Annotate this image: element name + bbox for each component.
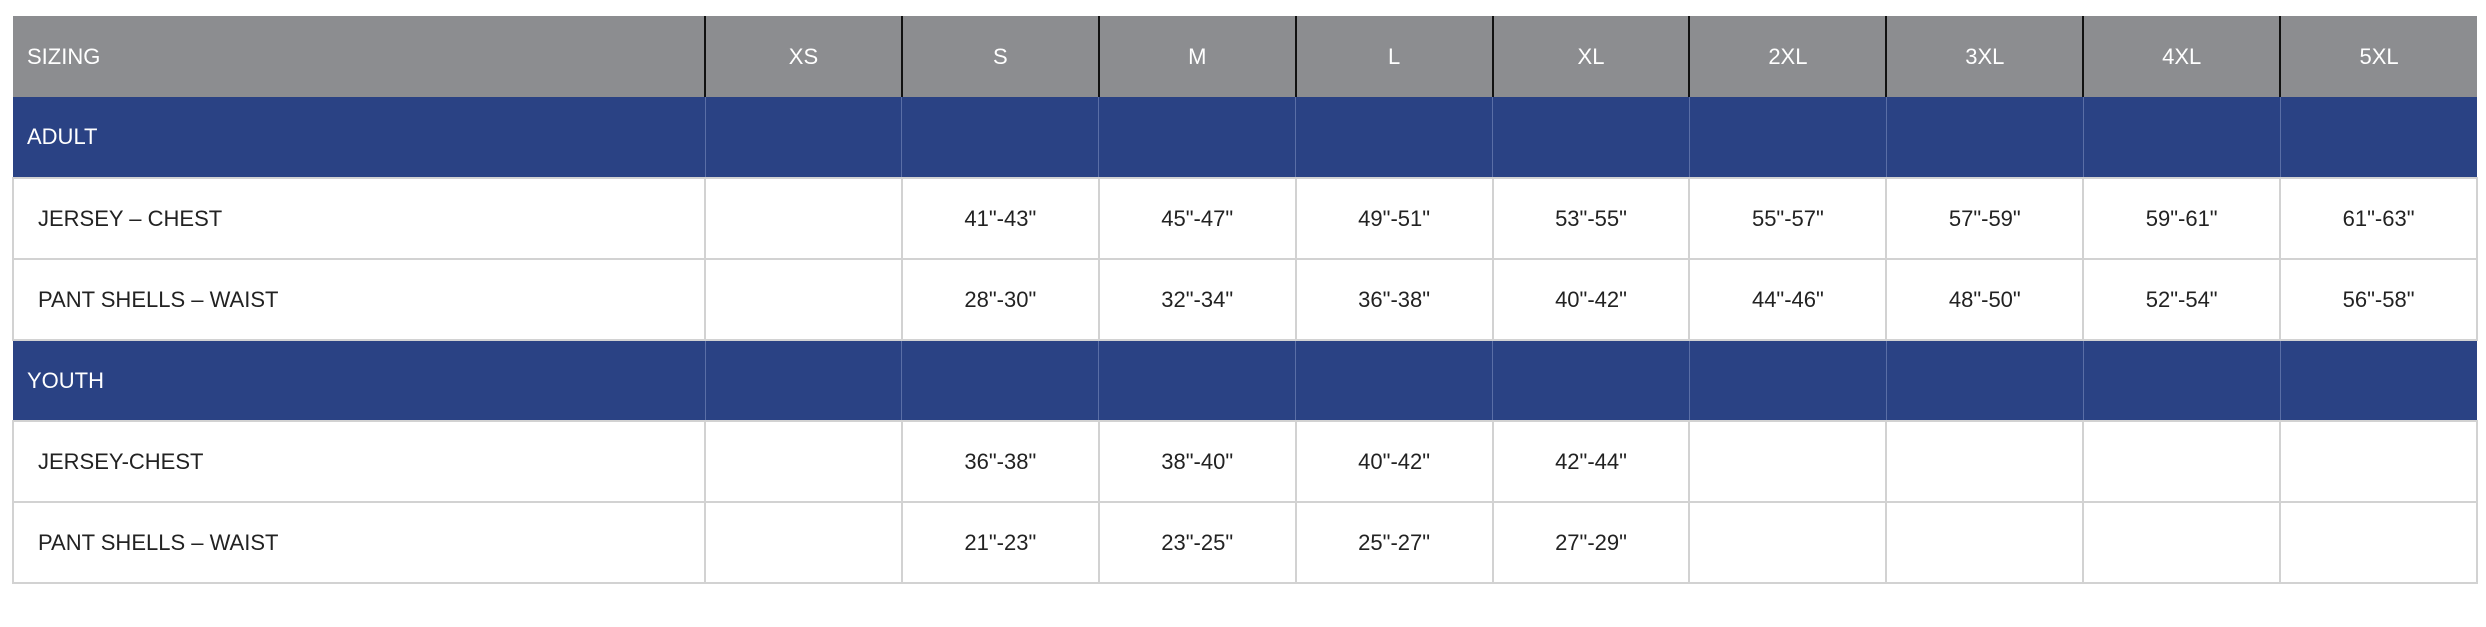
group-row: YOUTH — [13, 340, 2478, 422]
size-cell — [1688, 501, 1888, 584]
group-label: ADULT — [13, 97, 705, 179]
size-cell: 40"-42" — [1491, 258, 1691, 341]
size-cell — [704, 177, 903, 260]
size-cell: 36"-38" — [900, 420, 1100, 503]
group-cell — [2082, 97, 2281, 179]
table-row: JERSEY-CHEST 36"-38" 38"-40" 40"-42" 42"-44" — [12, 420, 2479, 503]
size-cell — [2082, 420, 2282, 503]
header-size: 5XL — [2279, 16, 2478, 97]
row-label: PANT SHELLS – WAIST — [12, 258, 706, 341]
size-cell: 21"-23" — [900, 501, 1100, 584]
size-cell: 61"-63" — [2279, 177, 2479, 260]
group-cell — [901, 97, 1099, 179]
size-cell: 42"-44" — [1491, 420, 1691, 503]
group-cell — [1688, 97, 1887, 179]
size-cell: 52"-54" — [2082, 258, 2282, 341]
group-cell — [1098, 97, 1296, 179]
size-cell: 36"-38" — [1294, 258, 1494, 341]
group-cell — [1885, 340, 2084, 422]
size-cell — [704, 501, 903, 584]
size-cell: 49"-51" — [1294, 177, 1494, 260]
header-size: L — [1294, 16, 1493, 97]
group-cell — [1098, 340, 1296, 422]
sizing-table: SIZING XS S M L XL 2XL 3XL 4XL 5XL ADULT JERSEY – … — [12, 16, 2479, 584]
header-size: 3XL — [1885, 16, 2084, 97]
header-size: 2XL — [1688, 16, 1887, 97]
size-cell — [1885, 420, 2085, 503]
table-row: PANT SHELLS – WAIST 21"-23" 23"-25" 25"-27"… — [12, 501, 2479, 584]
row-label: PANT SHELLS – WAIST — [12, 501, 706, 584]
table-row: JERSEY – CHEST 41"-43" 45"-47" 49"-51" 53"-5… — [12, 177, 2479, 260]
size-cell: 53"-55" — [1491, 177, 1691, 260]
group-cell — [1885, 97, 2084, 179]
size-cell: 59"-61" — [2082, 177, 2282, 260]
group-label: YOUTH — [13, 340, 705, 422]
size-cell: 25"-27" — [1294, 501, 1494, 584]
size-cell: 38"-40" — [1097, 420, 1297, 503]
group-cell — [1492, 340, 1690, 422]
size-cell — [2082, 501, 2282, 584]
row-label: JERSEY-CHEST — [12, 420, 706, 503]
size-cell — [1885, 501, 2085, 584]
group-cell — [1492, 97, 1690, 179]
size-cell: 48"-50" — [1885, 258, 2085, 341]
size-cell: 40"-42" — [1294, 420, 1494, 503]
size-cell — [1688, 420, 1888, 503]
group-row: ADULT — [13, 97, 2478, 179]
size-cell: 45"-47" — [1097, 177, 1297, 260]
header-size: 4XL — [2082, 16, 2281, 97]
group-cell — [2082, 340, 2281, 422]
table-row: PANT SHELLS – WAIST 28"-30" 32"-34" 36"-38"… — [12, 258, 2479, 341]
size-cell: 32"-34" — [1097, 258, 1297, 341]
header-size: S — [900, 16, 1099, 97]
group-cell — [1688, 340, 1887, 422]
group-cell — [704, 97, 902, 179]
group-cell — [901, 340, 1099, 422]
size-cell: 41"-43" — [900, 177, 1100, 260]
group-cell — [2279, 340, 2478, 422]
size-cell: 28"-30" — [900, 258, 1100, 341]
group-cell — [2279, 97, 2478, 179]
header-size: XL — [1491, 16, 1690, 97]
size-cell: 44"-46" — [1688, 258, 1888, 341]
group-cell — [1295, 340, 1493, 422]
group-cell — [1295, 97, 1493, 179]
size-cell — [2279, 420, 2479, 503]
header-size: M — [1097, 16, 1296, 97]
size-cell — [704, 258, 903, 341]
size-cell: 55"-57" — [1688, 177, 1888, 260]
header-sizing: SIZING — [13, 16, 705, 97]
size-cell — [704, 420, 903, 503]
size-cell: 56"-58" — [2279, 258, 2479, 341]
header-row: SIZING XS S M L XL 2XL 3XL 4XL 5XL — [13, 16, 2478, 97]
size-cell: 57"-59" — [1885, 177, 2085, 260]
size-cell: 23"-25" — [1097, 501, 1297, 584]
size-cell: 27"-29" — [1491, 501, 1691, 584]
size-cell — [2279, 501, 2479, 584]
group-cell — [704, 340, 902, 422]
header-size: XS — [704, 16, 902, 97]
row-label: JERSEY – CHEST — [12, 177, 706, 260]
